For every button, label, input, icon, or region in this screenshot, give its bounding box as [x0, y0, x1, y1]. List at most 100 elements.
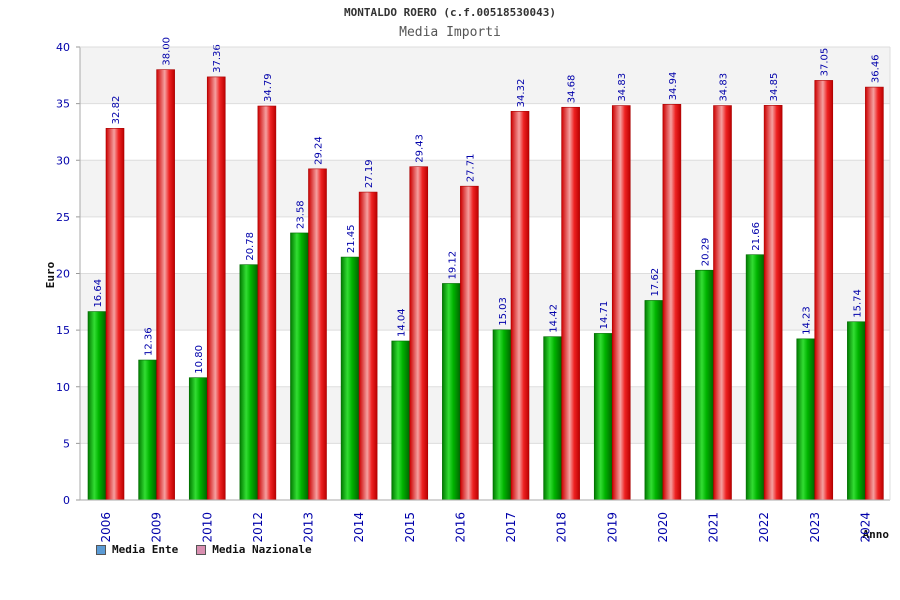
bar-media-nazionale — [105, 128, 125, 501]
y-tick-label: 35 — [56, 98, 70, 111]
x-tick-label: 2015 — [403, 512, 417, 543]
data-label: 34.68 — [567, 75, 578, 104]
chart-title: MONTALDO ROERO (c.f.00518530043) — [344, 6, 556, 19]
data-label: 27.71 — [465, 154, 476, 183]
bar-media-ente — [543, 336, 562, 501]
bar-media-nazionale — [662, 104, 682, 501]
data-label: 27.19 — [364, 159, 375, 188]
y-tick-label: 5 — [63, 437, 70, 450]
data-label: 20.29 — [701, 238, 712, 267]
legend-swatch-media-ente — [96, 544, 106, 555]
data-label: 34.94 — [668, 72, 679, 101]
bar-media-ente — [138, 359, 157, 501]
x-tick-label: 2017 — [504, 512, 518, 543]
data-label: 29.24 — [314, 136, 325, 165]
x-tick-label: 2006 — [99, 512, 113, 543]
data-label: 21.66 — [751, 222, 762, 251]
x-tick-label: 2010 — [200, 512, 214, 543]
y-tick-label: 25 — [56, 211, 70, 224]
legend-item-media-ente: Media Ente — [96, 543, 178, 556]
bar-media-ente — [745, 254, 765, 501]
bar-media-nazionale — [713, 105, 732, 501]
y-tick-label: 15 — [56, 324, 70, 337]
bar-media-ente — [796, 338, 816, 501]
x-tick-label: 2013 — [302, 512, 316, 543]
bar-media-ente — [391, 340, 411, 501]
bar-media-ente — [239, 264, 259, 501]
bar-media-nazionale — [814, 80, 834, 501]
bar-media-ente — [188, 377, 208, 501]
chart-subtitle: Media Importi — [399, 25, 501, 40]
bar-media-nazionale — [358, 191, 378, 501]
legend-label-media-ente: Media Ente — [112, 543, 179, 556]
data-label: 32.82 — [111, 96, 122, 125]
bar-media-ente — [593, 333, 613, 501]
legend-swatch-media-nazionale — [196, 544, 207, 555]
x-tick-label: 2009 — [150, 512, 164, 543]
x-tick-label: 2019 — [605, 512, 619, 543]
y-axis-label: Euro — [44, 261, 57, 288]
data-label: 17.62 — [650, 268, 661, 297]
data-label: 37.05 — [820, 48, 831, 77]
data-label: 10.80 — [194, 345, 205, 374]
data-label: 21.45 — [346, 224, 357, 253]
data-label: 20.78 — [245, 232, 256, 261]
x-tick-label: 2012 — [251, 512, 265, 543]
x-tick-label: 2014 — [352, 512, 366, 543]
data-label: 12.36 — [144, 327, 155, 356]
bar-media-ente — [847, 321, 866, 501]
x-tick-label: 2022 — [757, 512, 771, 543]
bar-media-nazionale — [206, 76, 226, 501]
y-tick-label: 0 — [63, 494, 70, 507]
bar-media-nazionale — [409, 166, 429, 501]
y-tick-label: 40 — [56, 41, 70, 54]
data-label: 14.71 — [599, 301, 610, 330]
x-tick-label: 2020 — [656, 512, 670, 543]
y-tick-label: 10 — [56, 381, 70, 394]
data-label: 34.83 — [719, 73, 730, 102]
x-axis-label: Anno — [863, 528, 890, 541]
data-label: 29.43 — [415, 134, 426, 163]
bar-media-nazionale — [156, 69, 175, 501]
data-label: 14.23 — [802, 306, 813, 335]
x-tick-label: 2024 — [858, 512, 872, 543]
bar-media-ente — [340, 256, 360, 501]
x-tick-label: 2023 — [808, 512, 822, 543]
legend-item-media-nazionale: Media Nazionale — [196, 543, 312, 556]
bar-media-nazionale — [308, 168, 327, 501]
bar-media-nazionale — [510, 111, 530, 501]
data-label: 38.00 — [162, 37, 173, 66]
data-label: 16.64 — [93, 279, 104, 308]
data-label: 34.79 — [263, 73, 274, 102]
bar-media-ente — [492, 329, 512, 501]
y-tick-label: 20 — [56, 268, 70, 281]
bar-media-ente — [695, 269, 714, 501]
bar-media-nazionale — [611, 105, 631, 501]
bar-media-ente — [442, 283, 461, 501]
data-label: 15.03 — [498, 297, 509, 326]
legend-label-media-nazionale: Media Nazionale — [212, 543, 312, 556]
x-tick-label: 2016 — [453, 512, 467, 543]
bar-media-nazionale — [460, 185, 479, 501]
bar-media-ente — [644, 300, 664, 501]
data-label: 34.85 — [769, 73, 780, 102]
data-label: 14.42 — [549, 304, 560, 333]
x-tick-label: 2018 — [555, 512, 569, 543]
data-label: 37.36 — [212, 44, 223, 73]
data-label: 15.74 — [852, 289, 863, 318]
data-label: 14.04 — [397, 308, 408, 337]
x-tick-label: 2021 — [707, 512, 721, 543]
bar-media-ente — [290, 232, 309, 501]
legend: Media Ente Media Nazionale — [96, 543, 312, 556]
bar-media-nazionale — [561, 106, 580, 501]
y-tick-label: 30 — [56, 154, 70, 167]
bar-media-nazionale — [257, 105, 277, 501]
data-label: 23.58 — [296, 200, 307, 229]
bar-media-ente — [87, 311, 107, 501]
data-label: 19.12 — [447, 251, 458, 280]
bar-media-nazionale — [865, 86, 884, 501]
data-label: 34.32 — [516, 79, 527, 108]
bar-media-nazionale — [763, 105, 783, 501]
data-label: 36.46 — [870, 54, 881, 83]
